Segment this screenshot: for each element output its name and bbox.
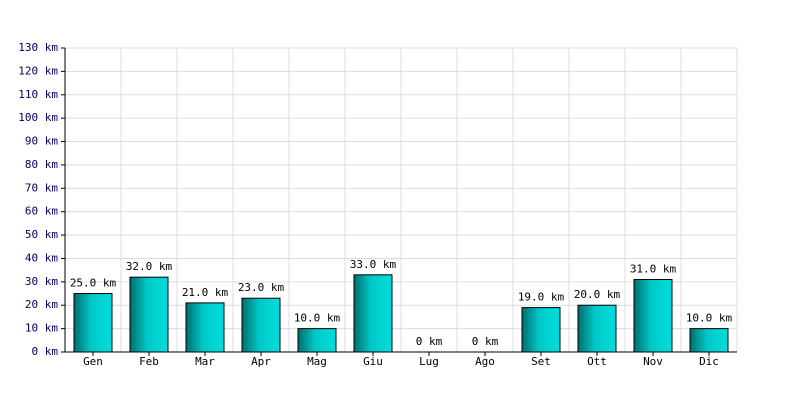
x-tick-label: Ago <box>475 355 495 368</box>
value-label: 21.0 km <box>182 286 229 299</box>
x-tick-label: Mar <box>195 355 215 368</box>
x-tick-label: Dic <box>699 355 719 368</box>
bar <box>689 328 729 353</box>
bar <box>185 302 225 353</box>
value-label: 20.0 km <box>574 288 621 301</box>
bar <box>353 274 393 353</box>
x-tick-label: Mag <box>307 355 327 368</box>
bar <box>577 304 617 353</box>
y-tick-label: 10 km <box>25 322 58 335</box>
x-tick-label: Feb <box>139 355 159 368</box>
value-label: 32.0 km <box>126 260 173 273</box>
y-tick-label: 60 km <box>25 205 58 218</box>
value-label: 10.0 km <box>686 312 733 325</box>
x-tick-label: Apr <box>251 355 271 368</box>
y-tick-label: 40 km <box>25 251 58 264</box>
y-tick-label: 50 km <box>25 228 58 241</box>
value-label: 10.0 km <box>294 312 341 325</box>
y-tick-label: 130 km <box>18 41 58 54</box>
bar <box>241 297 281 353</box>
bar <box>129 276 169 353</box>
y-tick-label: 30 km <box>25 275 58 288</box>
y-tick-label: 0 km <box>32 345 59 358</box>
x-tick-label: Giu <box>363 355 383 368</box>
y-tick-label: 120 km <box>18 64 58 77</box>
value-label: 0 km <box>416 335 443 348</box>
x-tick-label: Nov <box>643 355 663 368</box>
y-tick-label: 20 km <box>25 298 58 311</box>
value-label: 23.0 km <box>238 281 285 294</box>
x-tick-label: Gen <box>83 355 103 368</box>
value-label: 25.0 km <box>70 277 117 290</box>
value-label: 19.0 km <box>518 291 565 304</box>
bar <box>297 328 337 353</box>
y-tick-label: 90 km <box>25 135 58 148</box>
bar <box>521 307 561 353</box>
bar <box>633 279 673 353</box>
y-tick-label: 110 km <box>18 88 58 101</box>
y-tick-label: 80 km <box>25 158 58 171</box>
x-tick-label: Ott <box>587 355 607 368</box>
y-tick-label: 100 km <box>18 111 58 124</box>
bar <box>73 293 113 353</box>
y-tick-label: 70 km <box>25 181 58 194</box>
value-label: 0 km <box>472 335 499 348</box>
x-tick-label: Set <box>531 355 551 368</box>
value-label: 33.0 km <box>350 258 397 271</box>
value-label: 31.0 km <box>630 263 677 276</box>
x-tick-label: Lug <box>419 355 439 368</box>
